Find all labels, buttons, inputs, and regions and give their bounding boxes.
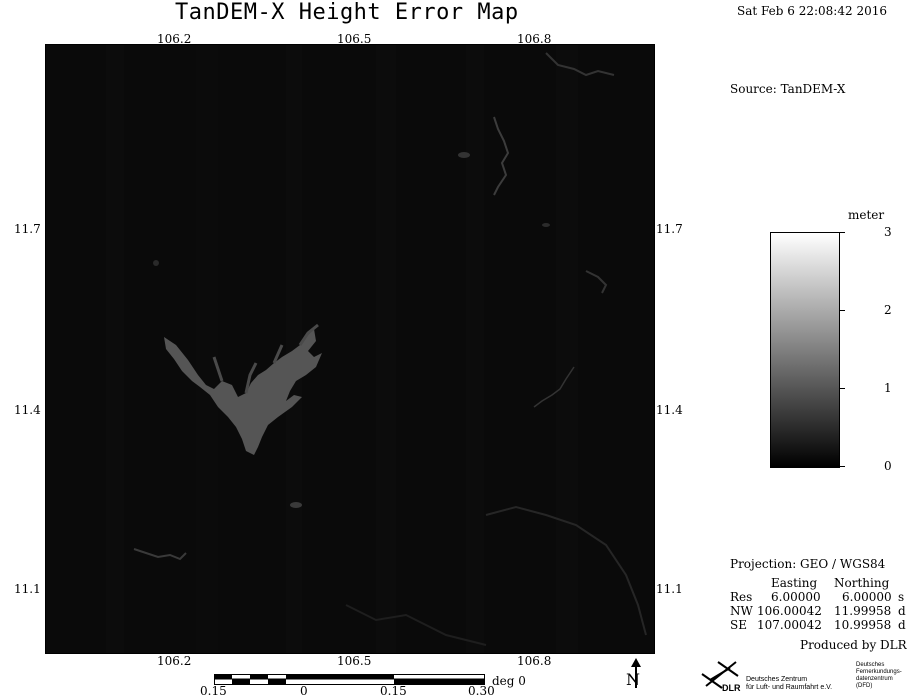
lon-tick-top-2: 106.5 <box>337 32 372 46</box>
scale-label-4: 0.30 <box>468 684 495 698</box>
north-arrow-icon <box>631 658 641 688</box>
reservoir-lake <box>164 329 322 455</box>
projection-row-nw-unit: d <box>898 604 906 618</box>
lon-tick-bottom-3: 106.8 <box>517 654 552 668</box>
pond-4 <box>542 223 550 227</box>
swath-stripes <box>106 45 578 653</box>
colorbar-tick-2 <box>840 310 845 311</box>
projection-row-nw-easting: 106.00042 <box>757 604 822 618</box>
dlr-logo-line1: Deutsches Zentrum <box>746 676 808 683</box>
river-north-top <box>545 52 615 77</box>
river-south <box>345 604 487 646</box>
reservoir-arms <box>212 323 319 394</box>
source-label: Source: TanDEM-X <box>730 82 846 96</box>
map-raster <box>46 45 654 653</box>
projection-row-res-unit: s <box>898 590 905 604</box>
colorbar-label-1: 1 <box>884 381 892 395</box>
projection-row-se-unit: d <box>898 618 906 632</box>
lon-tick-top-1: 106.2 <box>157 32 192 46</box>
scale-label-2: 0 <box>300 684 308 698</box>
projection-row-nw-northing: 11.99958 <box>834 604 892 618</box>
dlr-logo-line2: für Luft- und Raumfahrt e.V. <box>746 684 833 691</box>
colorbar-tick-3 <box>840 232 845 233</box>
lat-tick-left-3: 11.1 <box>14 582 41 596</box>
lat-tick-left-2: 11.4 <box>14 403 41 417</box>
projection-header-easting: Easting <box>771 576 818 590</box>
scale-bar <box>214 674 485 685</box>
projection-row-se-name: SE <box>730 618 747 632</box>
pond-3 <box>153 260 159 266</box>
river-east <box>533 366 575 408</box>
lat-tick-left-1: 11.7 <box>14 222 41 236</box>
projection-row-nw-name: NW <box>730 604 753 618</box>
dfd-logo-line4: (DFD) <box>856 683 873 689</box>
dlr-logo-short: DLR <box>722 683 741 693</box>
dlr-logo-icon <box>701 661 739 689</box>
scale-label-1: 0.15 <box>200 684 227 698</box>
river-southeast <box>485 505 647 636</box>
colorbar-tick-1 <box>840 388 845 389</box>
pond-1 <box>458 152 470 158</box>
projection-row-res-name: Res <box>730 590 753 604</box>
projection-header-northing: Northing <box>834 576 890 590</box>
height-error-map[interactable] <box>45 44 655 654</box>
projection-row-se-northing: 10.99958 <box>834 618 892 632</box>
lon-tick-bottom-2: 106.5 <box>337 654 372 668</box>
colorbar-unit: meter <box>848 208 885 222</box>
scale-label-3: 0.15 <box>380 684 407 698</box>
colorbar <box>770 232 840 468</box>
lat-tick-right-3: 11.1 <box>656 582 683 596</box>
dfd-logo-line3: datenzentrum <box>856 676 893 682</box>
dfd-logo-line1: Deutsches <box>856 662 885 668</box>
projection-row-se-easting: 107.00042 <box>757 618 822 632</box>
lat-tick-right-2: 11.4 <box>656 403 683 417</box>
projection-row-res-easting: 6.00000 <box>771 590 821 604</box>
pond-2 <box>290 502 302 508</box>
lon-tick-bottom-1: 106.2 <box>157 654 192 668</box>
timestamp: Sat Feb 6 22:08:42 2016 <box>737 4 887 18</box>
north-label: N <box>626 670 640 689</box>
dfd-logo-line2: Fernerkundungs- <box>856 669 902 675</box>
river-northeast <box>493 116 510 196</box>
map-title: TanDEM-X Height Error Map <box>175 0 519 25</box>
colorbar-tick-0 <box>840 466 845 467</box>
scale-unit: deg 0 <box>492 674 526 688</box>
river-southwest <box>133 548 187 561</box>
river-northeast-right <box>585 270 608 294</box>
projection-row-res-northing: 6.00000 <box>842 590 892 604</box>
lat-tick-right-1: 11.7 <box>656 222 683 236</box>
colorbar-label-3: 3 <box>884 225 892 239</box>
lon-tick-top-3: 106.8 <box>517 32 552 46</box>
colorbar-label-2: 2 <box>884 303 892 317</box>
colorbar-label-0: 0 <box>884 459 892 473</box>
map-background <box>46 45 654 653</box>
produced-by: Produced by DLR <box>800 638 907 652</box>
projection-label: Projection: GEO / WGS84 <box>730 557 886 571</box>
